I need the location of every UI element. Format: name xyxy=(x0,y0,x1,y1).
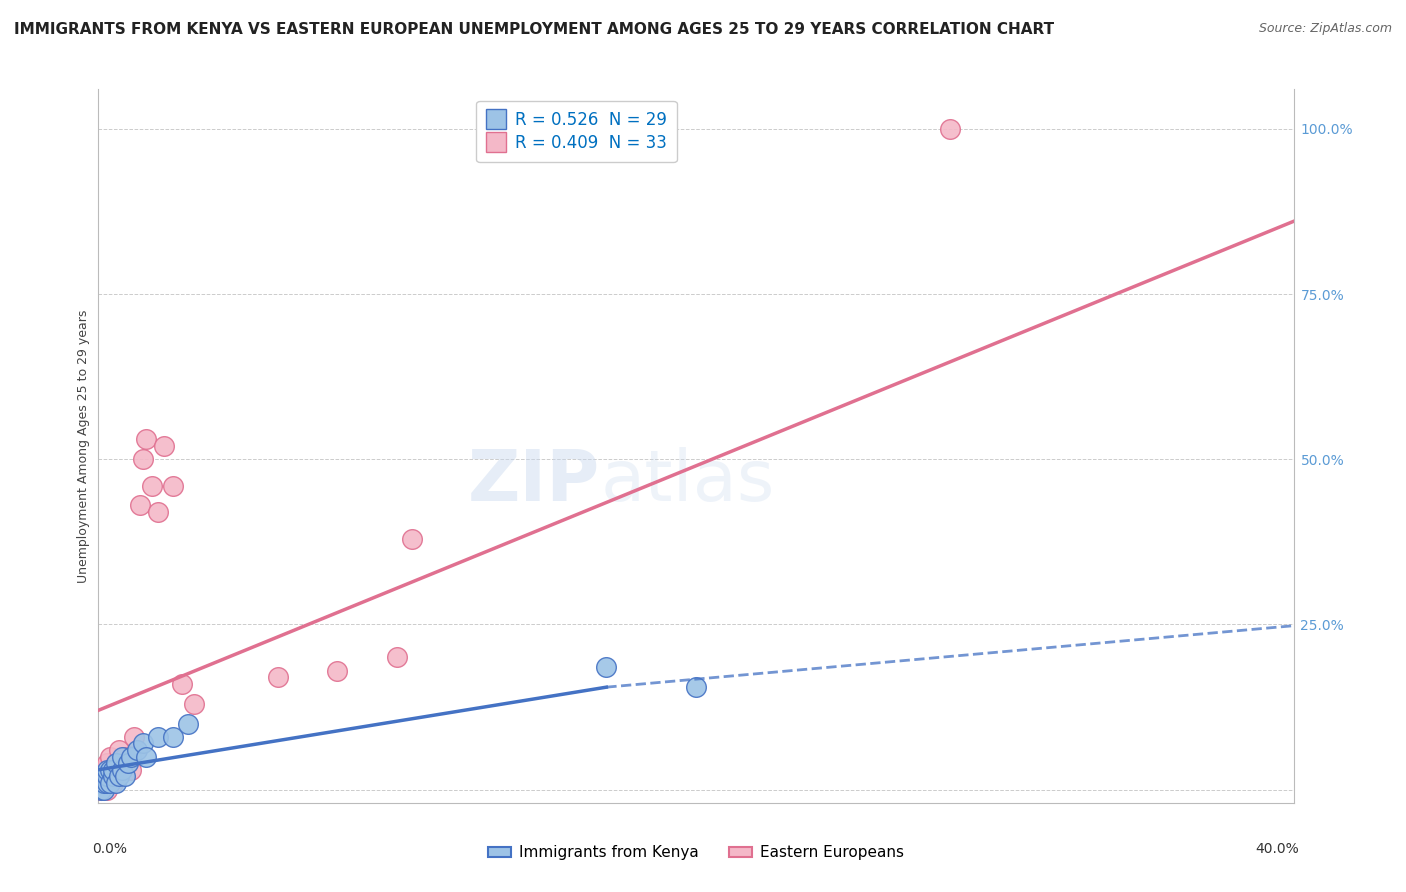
Point xyxy=(177,716,200,731)
Point xyxy=(111,756,134,771)
Point xyxy=(148,505,170,519)
Point xyxy=(103,776,125,790)
Point xyxy=(132,452,155,467)
Point xyxy=(108,743,131,757)
Point xyxy=(385,650,409,665)
Text: 0.0%: 0.0% xyxy=(93,842,128,855)
Point xyxy=(90,769,112,783)
Point xyxy=(100,776,122,790)
Point xyxy=(96,756,118,771)
Text: ZIP: ZIP xyxy=(468,447,600,516)
Point xyxy=(93,782,115,797)
Point xyxy=(108,769,131,783)
Point xyxy=(105,756,128,771)
Point xyxy=(114,749,136,764)
Point xyxy=(124,730,146,744)
Point xyxy=(120,749,142,764)
Point xyxy=(96,769,118,783)
Point xyxy=(401,532,423,546)
Point xyxy=(129,499,152,513)
Text: 40.0%: 40.0% xyxy=(1256,842,1299,855)
Point xyxy=(103,763,125,777)
Legend: Immigrants from Kenya, Eastern Europeans: Immigrants from Kenya, Eastern Europeans xyxy=(482,839,910,866)
Point xyxy=(148,730,170,744)
Point xyxy=(105,756,128,771)
Point xyxy=(141,478,163,492)
Point xyxy=(114,769,136,783)
Point xyxy=(153,439,176,453)
Point xyxy=(172,677,194,691)
Point xyxy=(939,121,962,136)
Point xyxy=(127,743,149,757)
Point xyxy=(100,749,122,764)
Point xyxy=(93,763,115,777)
Point xyxy=(108,763,131,777)
Point xyxy=(96,782,118,797)
Point xyxy=(90,769,112,783)
Point xyxy=(93,776,115,790)
Point xyxy=(162,730,184,744)
Y-axis label: Unemployment Among Ages 25 to 29 years: Unemployment Among Ages 25 to 29 years xyxy=(77,310,90,582)
Point xyxy=(685,680,707,694)
Point xyxy=(100,763,122,777)
Point xyxy=(326,664,349,678)
Point xyxy=(111,749,134,764)
Point xyxy=(135,433,157,447)
Point xyxy=(105,776,128,790)
Point xyxy=(132,736,155,750)
Point xyxy=(103,769,125,783)
Point xyxy=(100,769,122,783)
Point xyxy=(267,670,290,684)
Point xyxy=(96,776,118,790)
Point xyxy=(93,776,115,790)
Point xyxy=(90,782,112,797)
Text: IMMIGRANTS FROM KENYA VS EASTERN EUROPEAN UNEMPLOYMENT AMONG AGES 25 TO 29 YEARS: IMMIGRANTS FROM KENYA VS EASTERN EUROPEA… xyxy=(14,22,1054,37)
Text: Source: ZipAtlas.com: Source: ZipAtlas.com xyxy=(1258,22,1392,36)
Point xyxy=(90,782,112,797)
Point xyxy=(183,697,205,711)
Point xyxy=(93,769,115,783)
Point xyxy=(135,749,157,764)
Point xyxy=(120,763,142,777)
Point xyxy=(103,763,125,777)
Point xyxy=(105,769,128,783)
Text: atlas: atlas xyxy=(600,447,775,516)
Point xyxy=(90,776,112,790)
Point xyxy=(162,478,184,492)
Point xyxy=(595,660,617,674)
Point xyxy=(117,756,139,771)
Point xyxy=(96,763,118,777)
Point xyxy=(111,763,134,777)
Point xyxy=(117,756,139,771)
